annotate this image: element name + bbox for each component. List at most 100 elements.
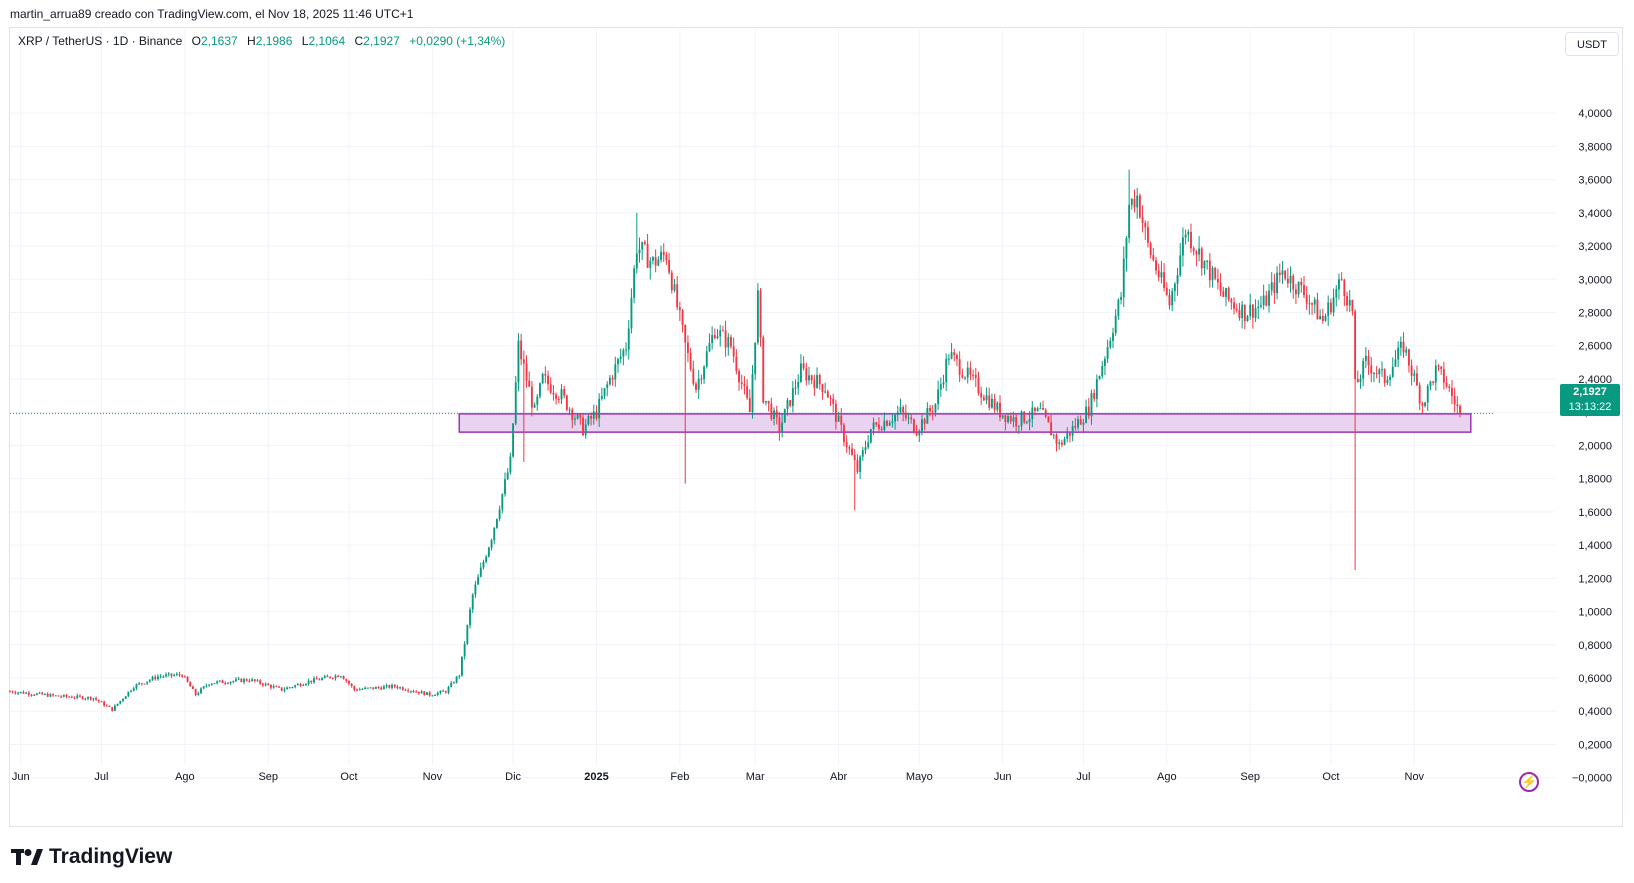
y-tick-label: 0,8000 [1578, 640, 1612, 652]
candle-body [1416, 373, 1418, 386]
candle-body [1034, 407, 1036, 412]
candle-body [826, 391, 829, 398]
support-zone [458, 413, 1472, 433]
candle-body [791, 388, 794, 407]
candle-body [1203, 260, 1206, 269]
candle-body [1093, 393, 1096, 399]
candle-body [178, 673, 181, 676]
tradingview-logo[interactable]: TradingView [11, 845, 172, 869]
candle-body [434, 694, 436, 696]
candle-body [974, 374, 977, 378]
candle-body [1335, 289, 1338, 298]
candle-body [565, 395, 568, 410]
candle-body [323, 676, 326, 679]
currency-button[interactable]: USDT [1565, 32, 1619, 56]
candle-body [35, 693, 38, 695]
candle-body [721, 330, 724, 332]
candle-body [1157, 270, 1160, 278]
candle-body [861, 450, 864, 457]
candle-body [1028, 419, 1031, 423]
candle-body [444, 691, 447, 693]
candle-body [1297, 281, 1300, 295]
candle-body [146, 681, 149, 684]
candle-body [727, 337, 730, 348]
candle-body [848, 447, 851, 449]
candle-body [1184, 234, 1187, 238]
candle-body [1181, 237, 1184, 256]
candle-body [393, 684, 396, 687]
candle-body [700, 378, 703, 380]
candle-body [124, 696, 127, 699]
candle-body [345, 679, 348, 682]
candle-body [821, 384, 824, 392]
candle-body [442, 690, 445, 692]
candle-body [530, 386, 533, 408]
candle-body [426, 692, 428, 696]
candle-body [302, 684, 305, 686]
candle-body [1063, 438, 1066, 445]
candle-body [14, 692, 17, 694]
candle-body [364, 687, 367, 689]
candle-body [1109, 340, 1112, 348]
candle-body [1114, 315, 1117, 334]
candle-body [1039, 408, 1042, 410]
candle-body [399, 687, 402, 689]
x-tick-label: Sep [258, 771, 278, 783]
symbol-label[interactable]: XRP / TetherUS · 1D · Binance [18, 34, 183, 48]
candle-body [851, 448, 853, 455]
candle-body [1112, 333, 1114, 341]
candle-body [1289, 275, 1292, 284]
y-tick-label: 0,4000 [1578, 706, 1612, 718]
chart-frame[interactable] [9, 27, 1623, 827]
candle-body [1332, 297, 1335, 313]
candle-body [73, 697, 76, 699]
candle-body [474, 584, 477, 595]
candle-body [719, 330, 722, 337]
candle-body [9, 691, 11, 693]
candle-body [79, 695, 81, 697]
candle-body [1276, 272, 1279, 294]
candle-body [65, 694, 68, 697]
candle-body [270, 685, 272, 688]
candle-body [622, 350, 625, 357]
candle-body [1413, 373, 1416, 376]
candle-body [334, 675, 337, 679]
candle-body [1278, 272, 1281, 276]
candle-body [686, 342, 689, 353]
y-tick-label: 1,2000 [1578, 573, 1612, 585]
candle-body [1017, 425, 1020, 427]
candle-body [504, 479, 506, 494]
candle-body [625, 349, 628, 351]
candle-body [33, 694, 36, 696]
candle-body [251, 679, 254, 682]
candle-body [216, 681, 219, 684]
grid-lines [10, 30, 1555, 779]
candle-body [1311, 303, 1314, 305]
candle-body [1012, 417, 1015, 422]
candle-body [902, 407, 905, 413]
candle-body [19, 691, 22, 693]
x-tick-label: Nov [423, 771, 443, 783]
lightning-icon[interactable]: ⚡ [1519, 772, 1539, 792]
candle-body [1133, 198, 1136, 208]
candle-body [875, 422, 878, 425]
x-tick-label: Ago [1157, 771, 1177, 783]
candle-body [1434, 365, 1437, 383]
candle-body [1389, 376, 1392, 380]
candle-body [1214, 268, 1217, 279]
candle-body [105, 705, 108, 707]
candle-body [552, 392, 555, 395]
candle-body [525, 363, 528, 381]
candle-body [1031, 407, 1034, 420]
candle-body [1079, 419, 1082, 425]
candle-body [122, 698, 124, 701]
candle-body [436, 692, 439, 695]
candle-body [253, 679, 256, 681]
candle-body [70, 696, 73, 698]
candle-body [942, 382, 945, 385]
candle-body [313, 678, 315, 683]
candle-body [1367, 355, 1370, 366]
candle-body [189, 681, 192, 687]
y-tick-label: 2,0000 [1578, 440, 1612, 452]
